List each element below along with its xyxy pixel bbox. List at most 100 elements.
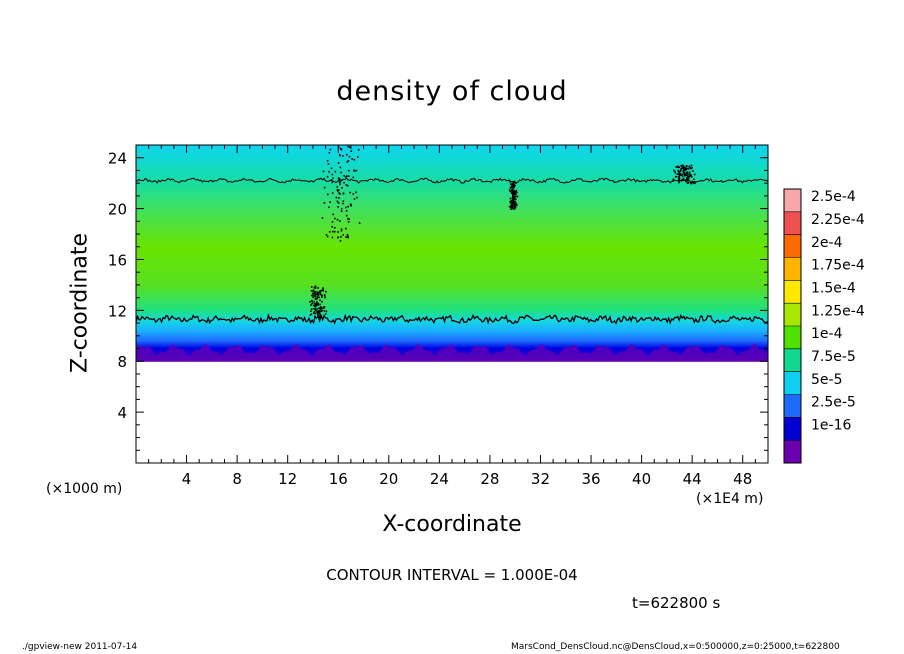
contour-speck [314, 286, 317, 288]
contour-speck [319, 303, 321, 306]
colorbar-swatch [784, 348, 801, 373]
contour-speck [320, 289, 322, 292]
contour-speck [689, 173, 691, 175]
contour-speck [681, 175, 684, 178]
contour-speck [513, 186, 515, 189]
contour-speck [515, 191, 518, 194]
contour-speck [350, 204, 352, 207]
contour-speck [314, 304, 317, 306]
contour-speck [316, 297, 318, 300]
contour-speck [355, 169, 358, 172]
contour-speck [510, 207, 512, 209]
colorbar-label: 5e-5 [811, 372, 842, 388]
contour-speck [328, 152, 331, 154]
contour-speck [321, 217, 324, 219]
contour-speck [689, 174, 691, 177]
contour-speck [683, 169, 686, 172]
contour-speck [513, 205, 516, 208]
contour-speck [508, 189, 511, 191]
contour-speck [353, 158, 356, 161]
contour-speck [310, 290, 313, 292]
contour-speck [331, 225, 333, 228]
contour-speck [690, 174, 692, 176]
contour-speck [319, 292, 321, 294]
contour-speck [686, 172, 689, 174]
contour-speck [347, 205, 349, 208]
contour-speck [320, 306, 322, 309]
contour-speck [345, 236, 347, 239]
contour-speck [511, 192, 513, 195]
contour-speck [317, 287, 319, 289]
contour-speck [317, 293, 319, 295]
contour-speck [512, 183, 515, 185]
contour-speck [510, 204, 512, 206]
contour-speck [341, 179, 343, 181]
contour-speck [687, 177, 690, 180]
x-tick-label: 28 [480, 470, 499, 488]
colorbar-label: 2e-4 [811, 235, 843, 251]
contour-speck [316, 304, 318, 306]
contour-speck [677, 169, 679, 172]
contour-speck [311, 302, 314, 305]
contour-speck [316, 291, 319, 293]
contour-speck [331, 221, 334, 223]
contour-speck [321, 294, 323, 297]
contour-speck [319, 308, 322, 310]
contour-speck [513, 191, 515, 193]
contour-speck [516, 195, 519, 198]
contour-speck [348, 169, 350, 172]
contour-speck [337, 190, 339, 192]
contour-speck [345, 206, 347, 209]
contour-speck [511, 182, 514, 185]
contour-speck [690, 164, 693, 167]
x-tick-label: 20 [379, 470, 398, 488]
contour-speck [319, 291, 321, 293]
contour-speck [332, 177, 334, 179]
contour-speck [313, 286, 316, 289]
contour-speck [510, 208, 512, 210]
contour-speck [511, 188, 514, 191]
contour-speck [675, 176, 678, 178]
contour-speck [340, 207, 343, 210]
contour-speck [352, 193, 355, 195]
contour-speck [357, 149, 360, 151]
density-field [136, 145, 768, 362]
contour-speck [681, 173, 684, 176]
contour-speck [316, 314, 319, 316]
contour-speck [679, 172, 682, 175]
chart-title: density of cloud [336, 76, 568, 107]
contour-speck [310, 286, 313, 288]
contour-speck [676, 173, 679, 175]
contour-speck [338, 178, 341, 181]
y-axis-label: Z-coordinate [67, 233, 93, 373]
contour-speck [312, 292, 314, 295]
contour-speck [329, 148, 332, 151]
contour-speck [310, 310, 312, 312]
contour-speck [322, 170, 325, 173]
contour-speck [514, 203, 517, 206]
contour-speck [325, 290, 327, 293]
contour-speck [336, 186, 339, 188]
contour-speck [314, 287, 317, 289]
contour-speck [689, 171, 691, 174]
contour-speck [316, 296, 319, 298]
contour-speck [330, 167, 333, 170]
contour-speck [512, 200, 515, 202]
contour-speck [346, 184, 349, 187]
contour-speck [340, 210, 343, 212]
y-tick-label: 8 [117, 353, 127, 371]
colorbar-label: 7.5e-5 [811, 349, 856, 365]
contour-speck [347, 221, 350, 223]
contour-speck [512, 194, 514, 197]
x-tick-label: 32 [531, 470, 550, 488]
contour-speck [342, 192, 345, 195]
contour-speck [690, 167, 692, 170]
contour-speck [680, 165, 682, 167]
contour-speck [682, 168, 685, 171]
contour-speck [509, 197, 512, 200]
contour-speck [511, 206, 513, 208]
contour-speck [686, 180, 688, 182]
contour-speck [512, 192, 514, 194]
contour-speck [510, 190, 513, 193]
